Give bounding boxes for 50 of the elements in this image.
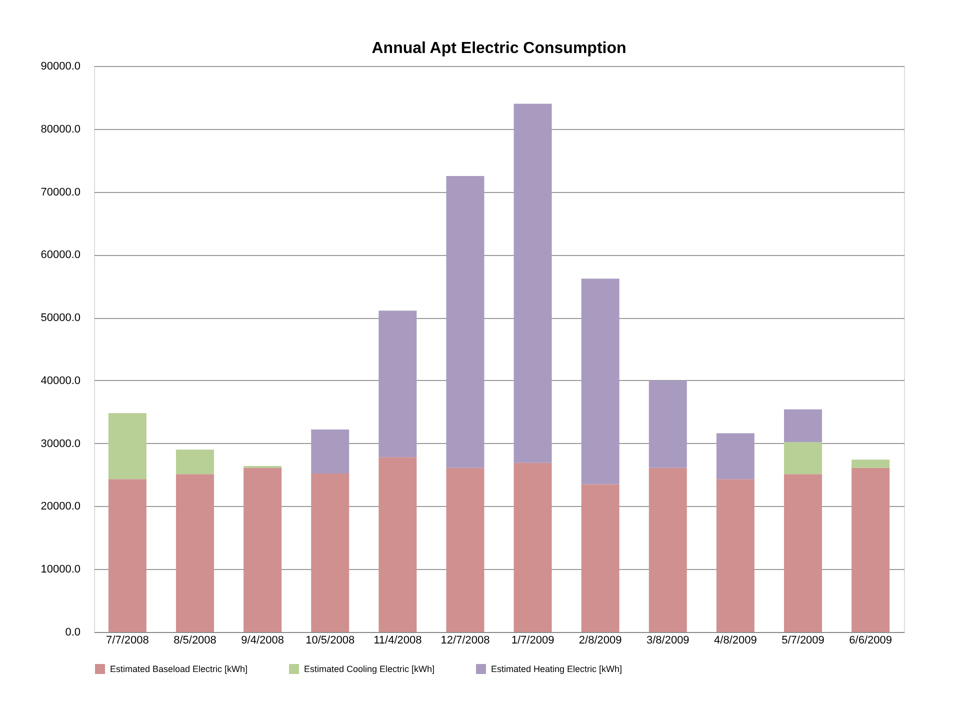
bar — [716, 479, 754, 632]
bar — [176, 474, 214, 632]
y-tick-label: 90000.0 — [40, 60, 80, 72]
bar — [514, 104, 552, 463]
y-tick-label: 40000.0 — [40, 374, 80, 387]
bar — [514, 462, 552, 632]
bar — [244, 468, 282, 632]
legend-label: Estimated Baseload Electric [kWh] — [110, 664, 248, 674]
legend-label: Estimated Heating Electric [kWh] — [491, 664, 622, 674]
bar — [446, 468, 484, 632]
y-tick-label: 0.0 — [65, 626, 80, 638]
bar — [311, 474, 350, 632]
bar — [108, 479, 146, 632]
bar — [784, 442, 822, 474]
bar — [108, 413, 146, 480]
x-tick-label: 4/8/2009 — [714, 634, 757, 646]
bar — [852, 468, 890, 632]
x-tick-label: 9/4/2008 — [241, 634, 284, 646]
bar — [648, 468, 687, 632]
bar — [716, 433, 754, 480]
bar — [176, 450, 214, 474]
bar — [581, 278, 620, 484]
bar — [446, 176, 484, 468]
y-tick-label: 50000.0 — [40, 312, 80, 324]
bar — [648, 380, 687, 468]
bar — [378, 457, 417, 632]
y-tick-label: 80000.0 — [40, 123, 80, 136]
legend-label: Estimated Cooling Electric [kWh] — [304, 664, 435, 674]
x-tick-label: 10/5/2008 — [306, 634, 355, 646]
bar — [784, 474, 822, 632]
x-tick-label: 6/6/2009 — [849, 634, 892, 646]
y-tick-label: 30000.0 — [40, 438, 80, 450]
bar — [852, 460, 890, 468]
bar — [311, 430, 350, 474]
x-tick-label: 1/7/2009 — [511, 634, 554, 646]
x-tick-label: 7/7/2008 — [106, 634, 149, 646]
x-tick-label: 11/4/2008 — [374, 634, 422, 646]
x-tick-label: 12/7/2008 — [440, 634, 490, 646]
bar — [581, 484, 620, 632]
bar — [378, 310, 417, 458]
y-tick-label: 20000.0 — [40, 500, 80, 513]
x-tick-label: 3/8/2009 — [646, 634, 690, 646]
y-tick-label: 70000.0 — [40, 186, 80, 198]
y-tick-label: 10000.0 — [40, 564, 80, 576]
chart-title: Annual Apt Electric Consumption — [372, 40, 626, 57]
x-tick-label: 5/7/2009 — [782, 634, 824, 646]
x-tick-label: 8/5/2008 — [174, 634, 216, 646]
x-tick-label: 2/8/2009 — [578, 634, 622, 646]
y-tick-label: 60000.0 — [40, 249, 80, 262]
bar — [784, 409, 822, 442]
